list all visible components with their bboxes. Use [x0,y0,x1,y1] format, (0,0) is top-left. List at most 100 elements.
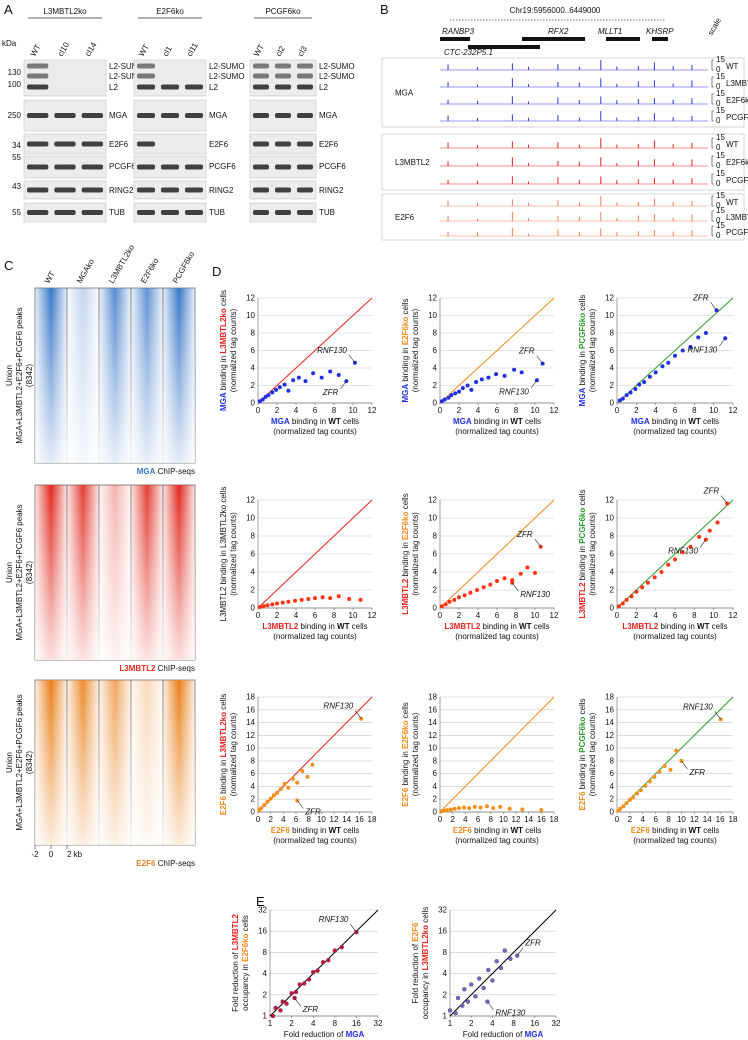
label-part: (normalized tag counts) [588,512,597,596]
x-tick-label: 6 [495,611,500,620]
band-label: PCGF6 [319,162,346,171]
label-part: binding in [480,622,519,631]
band-label: L2-SUMO [209,72,245,81]
x-tick-label: 12 [729,611,738,620]
blot-band [297,210,313,215]
band-label: TUB [109,208,125,217]
annotation: RNF130 [317,346,347,355]
y-tick-label: 10 [428,744,437,753]
point [653,370,658,375]
point [666,562,671,567]
scale-min: 0 [716,99,721,108]
point [277,385,282,390]
label-part: occupancy in [241,962,250,1011]
point [473,994,478,999]
blot-band [27,84,49,90]
track-group-name: E2F6 [395,213,415,222]
x-tick-label: 12 [550,406,559,415]
blot-group-name: E2F6ko [156,7,184,16]
point [270,602,275,607]
band-label: E2F6 [109,140,129,149]
track-group-box [381,133,745,191]
point [452,597,457,602]
point [339,944,344,950]
x-tick-label: 10 [499,815,508,824]
point [490,978,495,983]
x-tick-label: 0 [438,406,443,415]
x-tick-label: 14 [342,815,351,824]
x-tick-label: 8 [666,815,671,824]
x-tick-label: 12 [550,611,559,620]
x-tick-label: 1 [268,1019,273,1028]
heatmap-fade [35,485,195,660]
kda-label: kDa [2,39,17,48]
y-tick-label: 2 [251,586,256,595]
point [280,999,285,1004]
panel-label: E [256,894,265,909]
x-tick-label: 4 [311,1019,316,1028]
y-tick-label: 4 [433,568,438,577]
point [494,959,499,964]
y-tick-label: 8 [433,756,438,765]
y-tick-label: 1 [443,1012,448,1021]
point [358,597,363,602]
blot-band [185,164,203,170]
point [261,604,266,609]
label-part: cells [401,702,410,720]
label-part: (normalized tag counts) [273,632,357,641]
point [296,375,301,380]
label-part: L3MBTL2ko [219,712,228,757]
label-part: (normalized tag counts) [273,836,357,845]
blot-band [185,113,203,118]
y-tick-label: 12 [428,294,437,303]
annotation: RNF130 [687,345,717,354]
label-part: E2F6 [219,796,228,816]
label-part: cells [531,622,549,631]
label-part: WT [689,826,702,835]
point [447,599,452,604]
point [320,960,326,965]
point [629,594,634,599]
y-tick-label: 32 [438,906,447,915]
x-axis-label: MGA binding in WT cells [453,417,541,426]
blot-band [275,164,291,170]
point [624,801,629,806]
x-tick-label: 6 [313,406,318,415]
blot-band [81,113,103,118]
y-axis-label: L3MBTL2 binding in PCGF6ko cells [578,490,587,619]
y-tick-label: 12 [428,731,437,740]
heatmap-caption: E2F6 ChIP-seqs [136,859,195,868]
point [295,780,300,785]
y-axis-label: MGA binding in PCGF6ko cells [578,295,587,407]
y-tick-label: 4 [433,364,438,373]
blot-band [297,187,313,193]
scale-max: 15 [716,89,725,98]
label-part: cells [701,417,719,426]
diagonal [449,909,557,1017]
y-tick-label: 12 [605,496,614,505]
heatmap-column-label: MGAko [75,257,96,285]
x-tick-label: 0 [438,611,443,620]
label-part: cells [578,490,587,508]
label-part: MGA [271,417,290,426]
label-part: WT [688,417,701,426]
point [525,565,530,570]
y-tick-label: 0 [610,604,615,613]
point [637,382,642,387]
blot-band [161,187,179,193]
scale-min: 0 [716,201,721,210]
blot-band [161,210,179,215]
annotation-arrow [348,354,356,363]
label-part: L3MBTL2 [119,664,156,673]
blot-band [253,113,269,118]
point [624,393,629,398]
label-part: binding in [472,826,511,835]
point [620,601,625,606]
blot-band [81,164,103,170]
track-label: PCGF6ko [726,228,748,237]
point [310,762,315,767]
point [518,571,523,576]
point [265,799,270,804]
y-tick-label: 6 [610,769,615,778]
x-tick-label: 2 [457,611,462,620]
